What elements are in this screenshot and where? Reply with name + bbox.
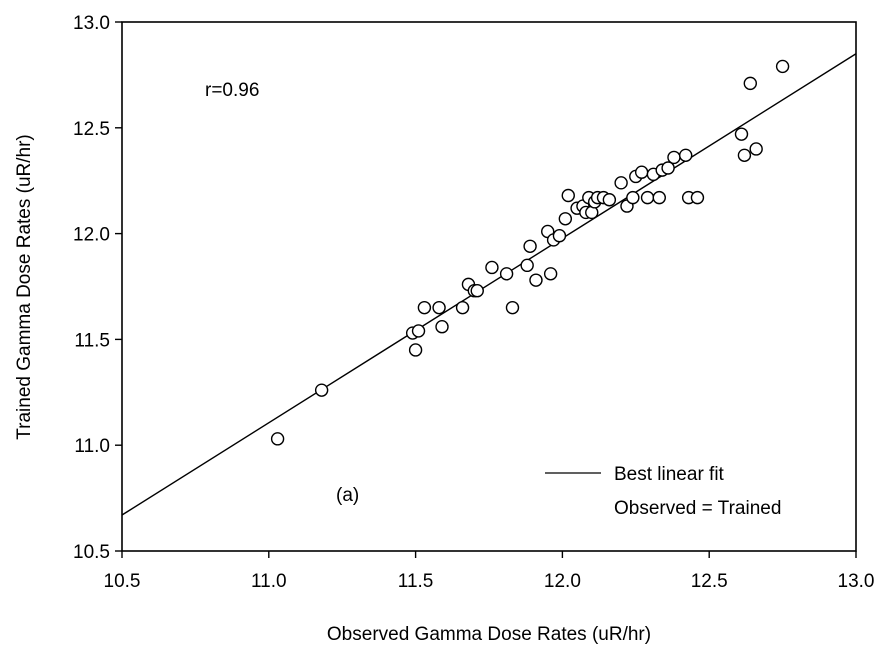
x-tick-label: 11.0	[251, 571, 287, 592]
legend: Best linear fit Observed = Trained	[545, 464, 781, 519]
legend-entry-best-linear-fit: Best linear fit	[614, 464, 725, 485]
data-point	[667, 150, 681, 165]
data-point	[749, 142, 763, 156]
data-point	[561, 188, 575, 203]
plot-frame	[121, 21, 857, 552]
data-point	[558, 212, 573, 226]
data-point	[411, 324, 426, 338]
panel-label: (a)	[336, 485, 359, 506]
data-point	[435, 320, 449, 334]
data-point	[640, 190, 655, 205]
data-point	[737, 148, 752, 163]
data-point	[520, 258, 534, 273]
data-point	[432, 300, 446, 315]
data-point	[743, 76, 758, 91]
x-axis-title: Observed Gamma Dose Rates (uR/hr)	[327, 624, 651, 645]
x-tick-label: 11.5	[398, 571, 434, 592]
data-point	[614, 176, 628, 190]
data-point	[417, 300, 432, 315]
data-point	[455, 300, 470, 315]
data-point	[602, 193, 617, 207]
data-point	[499, 267, 514, 281]
data-point	[690, 190, 705, 205]
best-linear-fit-line	[121, 53, 857, 516]
y-tick-label: 12.0	[73, 225, 110, 246]
correlation-annotation: r=0.96	[205, 80, 259, 101]
data-point	[734, 127, 749, 141]
data-point	[626, 190, 640, 205]
data-point	[314, 383, 329, 397]
data-points	[270, 59, 790, 446]
data-point	[408, 343, 423, 357]
data-point	[634, 165, 649, 179]
data-point	[661, 161, 675, 175]
data-point	[485, 260, 499, 275]
data-point	[552, 229, 567, 243]
y-tick-label: 11.5	[74, 330, 110, 351]
x-tick-label: 10.5	[104, 571, 141, 592]
data-point	[652, 190, 666, 205]
tick-labels: 10.5 11.0 11.5 12.0 12.5 13.0 10.5 11.0 11.5 12.0…	[73, 13, 874, 592]
data-point	[679, 148, 693, 163]
x-tick-label: 12.0	[544, 571, 581, 592]
data-point	[775, 59, 790, 74]
x-tick-label: 13.0	[838, 571, 875, 592]
axis-ticks	[115, 21, 857, 558]
x-tick-label: 12.5	[691, 571, 728, 592]
data-point	[470, 284, 484, 298]
y-tick-label: 11.0	[74, 436, 110, 457]
y-tick-label: 12.5	[73, 119, 110, 140]
data-point	[523, 239, 537, 253]
data-point	[270, 432, 285, 446]
y-axis-title: Trained Gamma Dose Rates (uR/hr)	[14, 134, 35, 440]
data-point	[505, 300, 520, 315]
y-tick-label: 13.0	[73, 13, 110, 34]
y-tick-label: 10.5	[73, 542, 110, 563]
data-point	[529, 273, 543, 287]
data-point	[543, 267, 558, 281]
legend-entry-observed-trained: Observed = Trained	[614, 498, 781, 519]
